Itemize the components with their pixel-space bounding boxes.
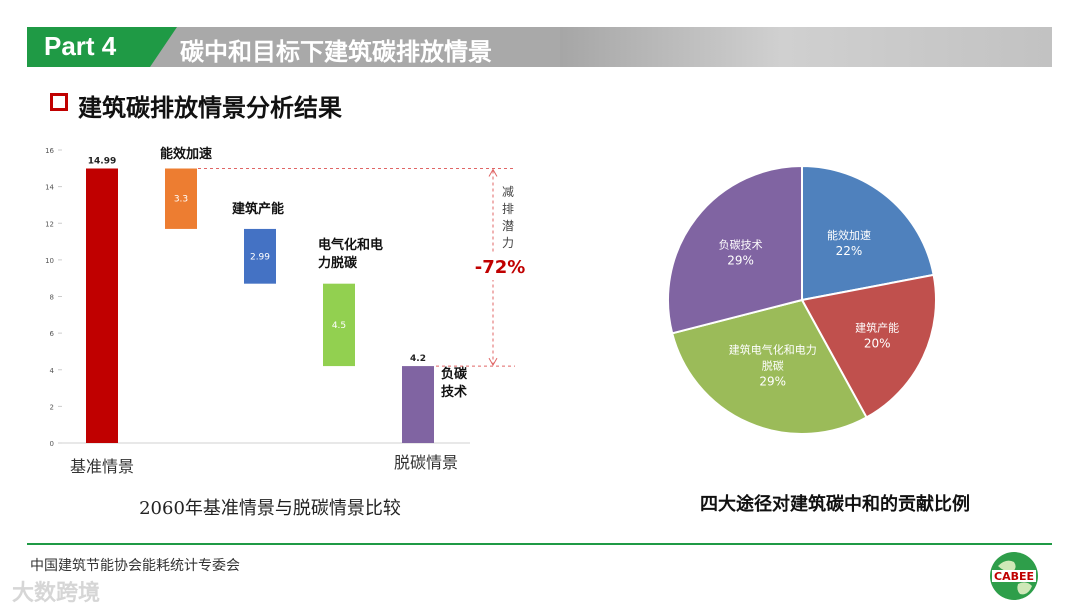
bar-value-label: 2.99	[250, 252, 270, 262]
reduction-arrow-up-icon	[488, 168, 498, 177]
reduction-char: 力	[502, 236, 514, 250]
pie-slice-pct: 22%	[836, 244, 863, 258]
label-building-generation: 建筑产能	[232, 201, 284, 217]
pie-slice-pct: 29%	[759, 375, 786, 389]
waterfall-caption: 2060年基准情景与脱碳情景比较	[139, 498, 401, 519]
reduction-arrow-down-icon	[488, 357, 498, 367]
waterfall-bar	[244, 228, 276, 284]
y-tick-label: 8	[50, 294, 54, 302]
y-tick-label: 0	[50, 440, 54, 448]
bar-value-label: 4.2	[410, 354, 426, 364]
bar-value-label: 3.3	[174, 195, 188, 205]
watermark: 大数跨境	[12, 581, 101, 606]
label-negative-carbon-2: 技术	[441, 384, 467, 400]
bar-value-label: 14.99	[88, 156, 116, 166]
section-title: 建筑碳排放情景分析结果	[78, 94, 342, 122]
reduction-char: 减	[502, 185, 514, 199]
reduction-percentage: -72%	[475, 257, 526, 278]
pie-slice-pct: 29%	[727, 253, 754, 267]
y-tick-label: 2	[50, 403, 54, 411]
reduction-pct-bg	[472, 254, 530, 280]
header-bar-gradient	[560, 27, 1052, 67]
waterfall-bar	[323, 283, 355, 367]
pie-slice-label-2: 脱碳	[762, 359, 784, 373]
footer-org: 中国建筑节能协会能耗统计专委会	[30, 558, 240, 574]
y-tick-label: 16	[45, 147, 54, 155]
pie-slice-label: 建筑产能	[855, 320, 899, 334]
cabee-logo: CABEE	[990, 552, 1038, 600]
waterfall-bar	[86, 168, 118, 444]
pie-slice-label: 负碳技术	[719, 237, 763, 251]
reduction-char: 排	[502, 202, 514, 216]
pie-slice-label: 建筑电气化和电力	[729, 343, 817, 357]
y-tick-label: 14	[45, 184, 54, 192]
x-label-baseline: 基准情景	[70, 457, 134, 476]
header-title: 碳中和目标下建筑碳排放情景	[180, 38, 492, 66]
bar-value-label: 4.5	[332, 321, 346, 331]
pie-slice-pct: 20%	[864, 336, 891, 350]
waterfall-bar	[165, 168, 197, 229]
section-bullet-icon	[50, 93, 68, 111]
pie-slice	[800, 273, 937, 419]
label-energy-efficiency: 能效加速	[160, 146, 212, 162]
y-tick-label: 6	[50, 330, 55, 338]
label-electrification-2: 力脱碳	[318, 255, 358, 271]
pie-slice-label: 能效加速	[827, 228, 871, 242]
label-negative-carbon: 负碳	[441, 366, 468, 382]
pie-caption: 四大途径对建筑碳中和的贡献比例	[700, 494, 970, 515]
y-tick-label: 10	[45, 257, 54, 265]
part-label: Part 4	[44, 31, 117, 61]
pie-slice	[801, 164, 935, 302]
y-tick-label: 4	[50, 367, 55, 375]
pie-slice	[667, 164, 803, 335]
logo-text: CABEE	[994, 570, 1034, 583]
pie-slice	[670, 298, 868, 435]
reduction-char: 潜	[502, 219, 514, 233]
footer-divider	[27, 543, 1052, 545]
part-badge	[27, 27, 177, 67]
y-tick-label: 12	[45, 220, 54, 228]
waterfall-bar	[402, 366, 434, 443]
label-electrification: 电气化和电	[318, 237, 383, 253]
reduction-text-bg	[496, 180, 520, 252]
x-label-decarb: 脱碳情景	[394, 453, 458, 472]
waterfall-chart: 0 2 4 6 8 10 12 14 16 14.99 3.3 2.99 4.5 4.2 基准情景 脱碳情…	[45, 146, 530, 476]
